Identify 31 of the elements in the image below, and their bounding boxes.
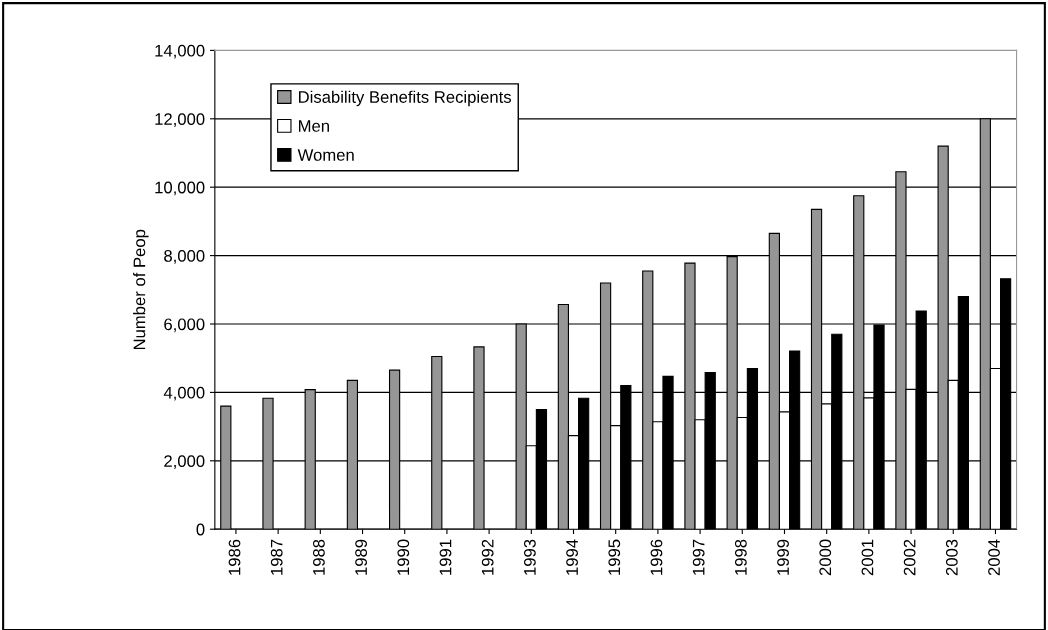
y-tick-label: 8,000 xyxy=(164,250,205,264)
x-tick-label: 1994 xyxy=(566,539,578,575)
y-tick-label: 4,000 xyxy=(163,386,205,401)
x-tick-label: 1999 xyxy=(777,539,789,575)
legend-label: Women xyxy=(297,149,354,161)
x-tick-label: 2003 xyxy=(945,539,958,576)
y-tick-label: 10,000 xyxy=(155,181,205,196)
legend-label: Men xyxy=(298,120,329,132)
y-tick-label: 0 xyxy=(196,523,205,536)
y-tick-label: 2,000 xyxy=(164,455,205,469)
y-tick-label: 12,000 xyxy=(155,113,205,127)
x-tick-label: 2000 xyxy=(819,539,832,576)
x-tick-label: 1988 xyxy=(313,539,325,575)
x-tick-label: 1989 xyxy=(355,539,367,575)
y-axis-title: Number of Peop xyxy=(133,229,149,350)
x-tick-label: 2001 xyxy=(861,539,874,576)
x-tick-label: 1992 xyxy=(481,539,494,575)
x-tick-label: 1998 xyxy=(734,539,747,575)
y-tick-label: 6,000 xyxy=(164,318,205,333)
x-tick-label: 1995 xyxy=(608,539,621,575)
x-tick-label: 2004 xyxy=(988,539,1000,576)
x-tick-label: 2002 xyxy=(903,539,916,576)
x-tick-label: 1997 xyxy=(692,539,705,575)
y-tick-label: 14,000 xyxy=(155,44,205,59)
x-tick-label: 1986 xyxy=(228,539,241,575)
x-tick-label: 1993 xyxy=(523,539,536,575)
x-tick-label: 1996 xyxy=(650,539,663,575)
x-tick-label: 1991 xyxy=(439,539,452,575)
legend-label: Disability Benefits Recipients xyxy=(298,90,512,107)
x-tick-label: 1990 xyxy=(397,539,410,575)
x-tick-label: 1987 xyxy=(270,539,283,575)
